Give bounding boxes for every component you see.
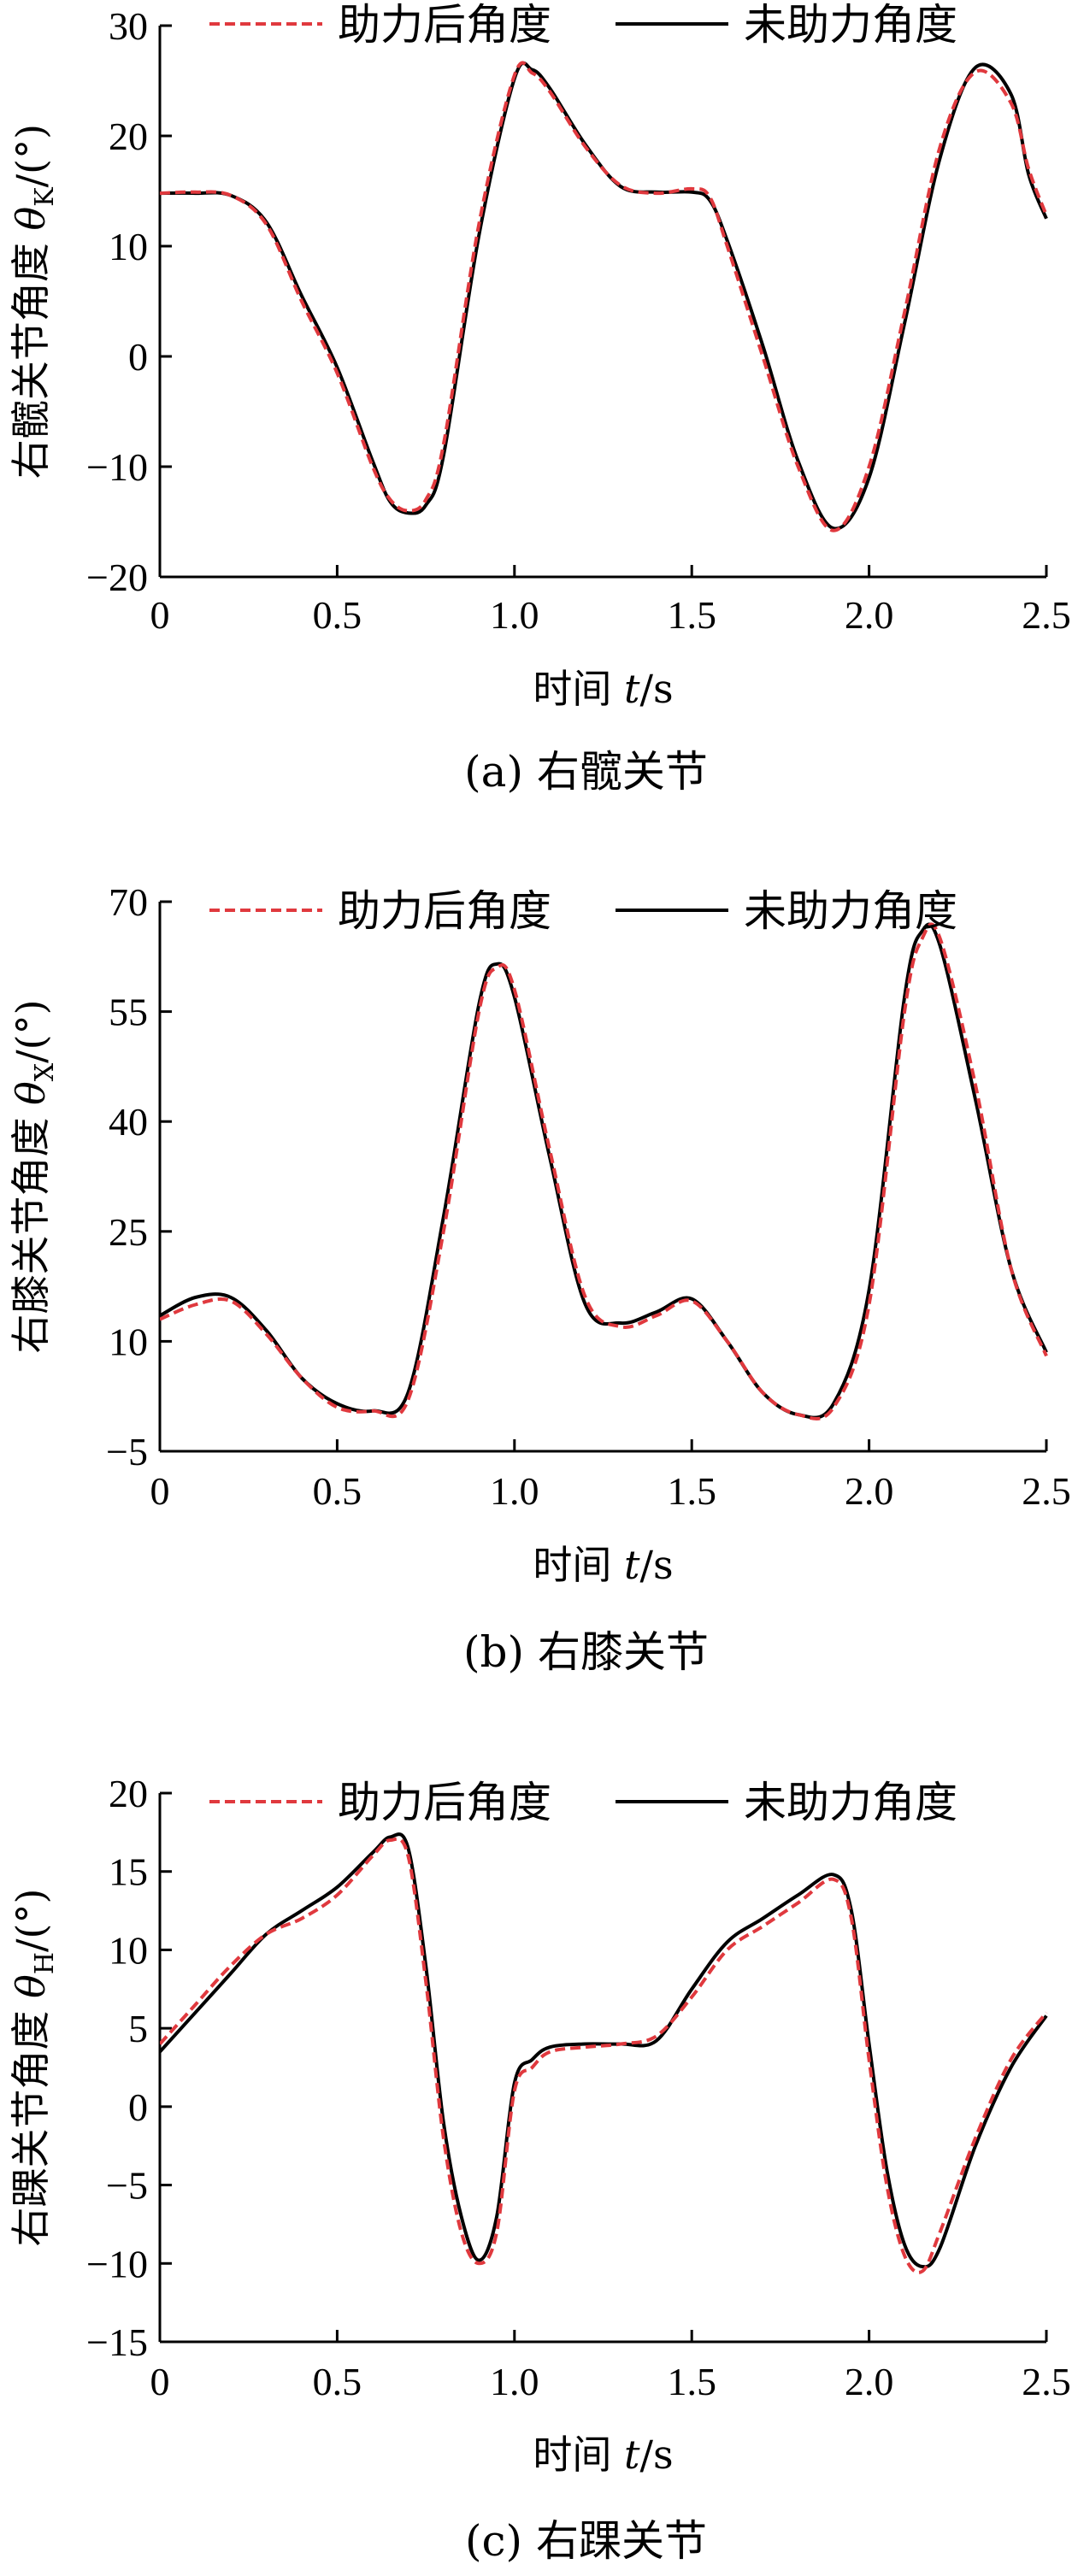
x-tick-label: 0 (150, 1469, 170, 1513)
x-axis-title-unit: /s (640, 666, 674, 712)
y-axis-title-symbol: θ (8, 1974, 54, 1998)
legend: 助力后角度 未助力角度 (209, 1778, 957, 1827)
y-tick-label: 25 (109, 1210, 148, 1254)
y-axis-title-subscript: X (30, 1062, 60, 1081)
y-tick-label: −10 (86, 2242, 148, 2285)
x-axis-title-main: 时间 (533, 2432, 624, 2478)
y-axis-title: 右踝关节角度 θH/(°) (8, 1889, 60, 2247)
y-axis-title-symbol: θ (8, 1081, 54, 1105)
y-tick-label: 10 (109, 1928, 148, 1972)
x-tick-label: 2.0 (845, 2360, 894, 2403)
x-tick-label: 2.5 (1022, 593, 1071, 637)
y-tick-label: 10 (109, 1320, 148, 1363)
legend-item: 助力后角度 (209, 886, 551, 936)
y-tick-label: 40 (109, 1100, 148, 1144)
x-tick-label: 0.5 (313, 2360, 362, 2403)
legend-label: 助力后角度 (338, 886, 551, 936)
y-axis-title: 右膝关节角度 θX/(°) (8, 999, 60, 1353)
chart-panel-ankle: 0 0.5 1.0 1.5 2.0 2.5 −15 −10 −5 0 5 10 15 20 助力后角度 未助力… (8, 1772, 1071, 2566)
y-tick-label: 10 (109, 225, 148, 268)
y-axis-title: 右髋关节角度 θK/(°) (8, 124, 60, 479)
y-tick-label: −10 (86, 445, 148, 489)
y-tick-label: 0 (128, 2085, 148, 2129)
legend-label: 助力后角度 (338, 1778, 551, 1827)
y-axis-title-unit: /(°) (8, 999, 54, 1062)
x-tick-label: 1.0 (490, 593, 539, 637)
legend-item: 未助力角度 (616, 0, 957, 50)
legend: 助力后角度 未助力角度 (209, 0, 957, 50)
x-tick-label: 0.5 (313, 593, 362, 637)
y-tick-label: 0 (128, 335, 148, 379)
series-line-unassisted (160, 922, 1048, 1420)
y-tick-label: 30 (109, 4, 148, 48)
y-tick-label: 70 (109, 880, 148, 924)
panel-caption: (b) 右膝关节 (463, 1627, 709, 1677)
x-tick-label: 1.5 (667, 1469, 716, 1513)
y-tick-label: −5 (106, 2164, 148, 2208)
y-tick-label: −20 (86, 556, 148, 599)
x-tick-label: 0 (150, 2360, 170, 2403)
x-tick-label: 0.5 (313, 1469, 362, 1513)
x-axis-title: 时间 t/s (533, 666, 673, 712)
panel-caption: (a) 右髋关节 (464, 747, 708, 797)
x-axis-title-main: 时间 (533, 666, 624, 712)
series-line-unassisted (160, 1832, 1048, 2269)
x-axis-title: 时间 t/s (533, 2432, 673, 2478)
y-axis-title-symbol: θ (8, 207, 54, 231)
y-tick-label: 5 (128, 2007, 148, 2050)
x-axis-title-variable: t (624, 1542, 640, 1588)
y-axis-title-main: 右髋关节角度 (8, 230, 54, 479)
legend: 助力后角度 未助力角度 (209, 886, 957, 936)
x-tick-label: 1.5 (667, 2360, 716, 2403)
x-tick-label: 0 (150, 593, 170, 637)
chart-panel-hip: 0 0.5 1.0 1.5 2.0 2.5 −20 −10 0 10 20 30 助力后角度 未助力角度右… (8, 0, 1071, 797)
x-axis-title: 时间 t/s (533, 1542, 673, 1588)
y-tick-label: 20 (109, 115, 148, 158)
x-tick-label: 1.0 (490, 1469, 539, 1513)
x-tick-label: 2.5 (1022, 1469, 1071, 1513)
x-tick-label: 1.0 (490, 2360, 539, 2403)
legend-label: 助力后角度 (338, 0, 551, 50)
panel-caption: (c) 右踝关节 (465, 2516, 707, 2566)
x-tick-label: 2.0 (845, 1469, 894, 1513)
y-axis-title-unit: /(°) (8, 124, 54, 187)
series-line-assisted (160, 1837, 1048, 2274)
y-tick-label: −15 (86, 2320, 148, 2364)
x-axis-title-unit: /s (640, 2432, 674, 2478)
y-tick-label: −5 (106, 1430, 148, 1473)
y-axis-title-main: 右膝关节角度 (8, 1105, 54, 1354)
legend-label: 未助力角度 (744, 0, 957, 50)
y-tick-label: 15 (109, 1850, 148, 1894)
legend-item: 未助力角度 (616, 886, 957, 936)
x-axis-title-main: 时间 (533, 1542, 624, 1588)
legend-item: 未助力角度 (616, 1778, 957, 1827)
legend-item: 助力后角度 (209, 0, 551, 50)
legend-item: 助力后角度 (209, 1778, 551, 1827)
x-axis-title-variable: t (624, 666, 640, 712)
legend-label: 未助力角度 (744, 886, 957, 936)
series-line-assisted (160, 922, 1048, 1420)
y-axis-title-main: 右踝关节角度 (8, 1998, 54, 2247)
x-axis-title-variable: t (624, 2432, 640, 2478)
y-axis-title-unit: /(°) (8, 1889, 54, 1952)
legend-label: 未助力角度 (744, 1778, 957, 1827)
chart-panel-knee: 0 0.5 1.0 1.5 2.0 2.5 −5 10 25 40 55 70 助力后角度 未助力角度右膝… (8, 880, 1071, 1677)
series-line-assisted (160, 61, 1048, 532)
y-axis-title-subscript: K (30, 187, 60, 207)
y-tick-label: 55 (109, 991, 148, 1034)
y-axis-title-subscript: H (30, 1952, 60, 1974)
x-axis-title-unit: /s (640, 1542, 674, 1588)
series-line-unassisted (160, 61, 1048, 531)
y-tick-label: 20 (109, 1772, 148, 1815)
x-tick-label: 2.5 (1022, 2360, 1071, 2403)
x-tick-label: 1.5 (667, 593, 716, 637)
x-tick-label: 2.0 (845, 593, 894, 637)
